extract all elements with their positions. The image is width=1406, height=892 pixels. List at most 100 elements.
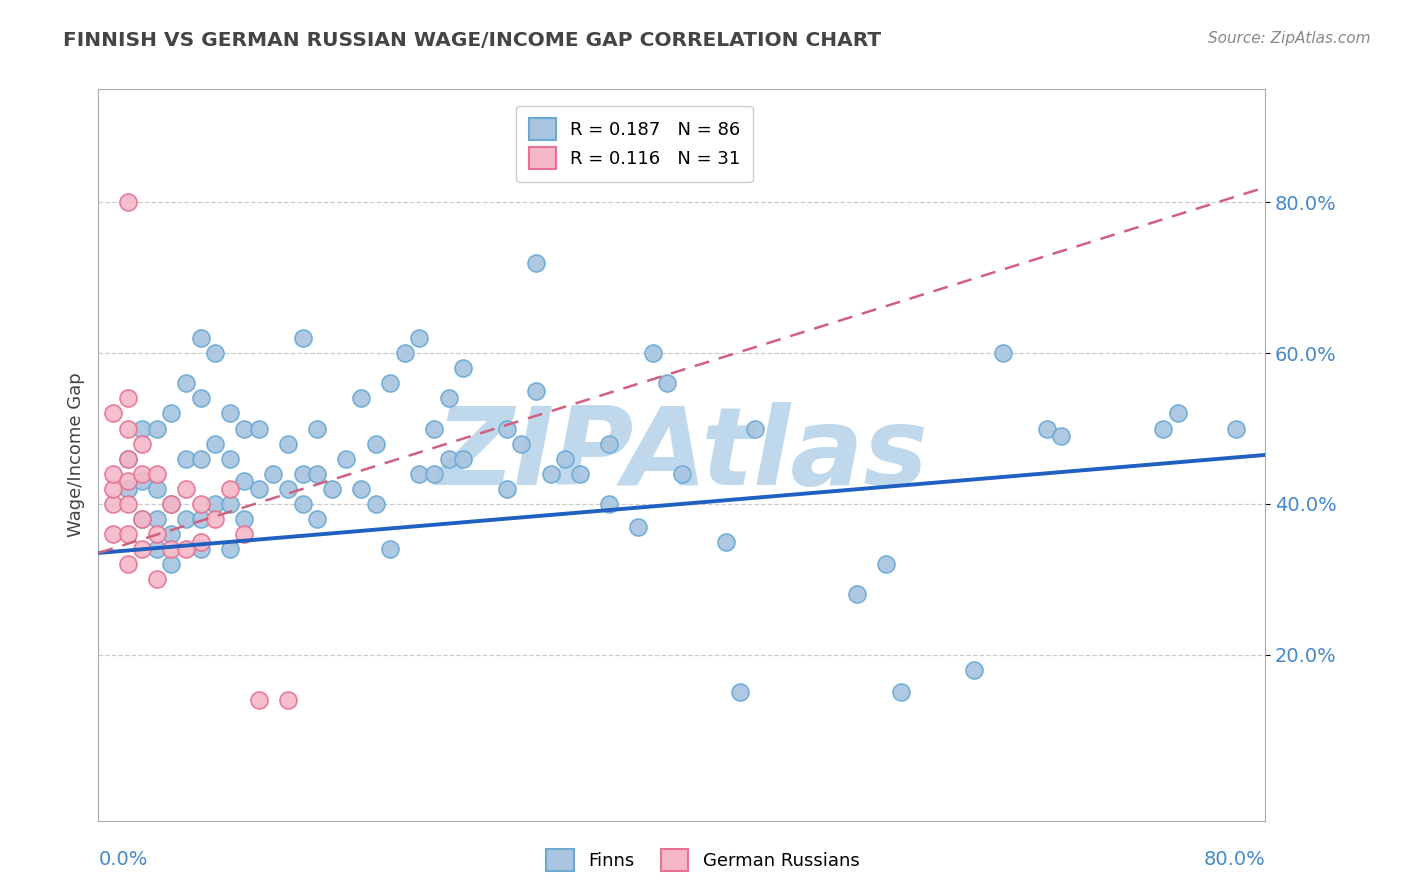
Point xyxy=(204,497,226,511)
Point xyxy=(160,497,183,511)
Point xyxy=(496,421,519,435)
Point xyxy=(277,482,299,496)
Point xyxy=(321,482,343,496)
Point xyxy=(1050,429,1073,443)
Point xyxy=(117,195,139,210)
Text: FINNISH VS GERMAN RUSSIAN WAGE/INCOME GAP CORRELATION CHART: FINNISH VS GERMAN RUSSIAN WAGE/INCOME GA… xyxy=(63,31,882,50)
Point xyxy=(146,467,169,481)
Point xyxy=(160,558,183,572)
Point xyxy=(962,663,984,677)
Point xyxy=(131,512,153,526)
Text: Source: ZipAtlas.com: Source: ZipAtlas.com xyxy=(1208,31,1371,46)
Point xyxy=(204,436,226,450)
Point xyxy=(117,475,139,489)
Text: ZIPAtlas: ZIPAtlas xyxy=(436,402,928,508)
Point xyxy=(1225,421,1247,435)
Point xyxy=(890,685,912,699)
Point xyxy=(131,467,153,481)
Point xyxy=(174,512,197,526)
Point xyxy=(190,534,212,549)
Point xyxy=(262,467,284,481)
Point xyxy=(307,421,329,435)
Point xyxy=(394,346,416,360)
Point xyxy=(408,331,430,345)
Y-axis label: Wage/Income Gap: Wage/Income Gap xyxy=(66,373,84,537)
Point xyxy=(364,497,387,511)
Point xyxy=(408,467,430,481)
Point xyxy=(117,451,139,466)
Point xyxy=(190,497,212,511)
Point xyxy=(307,467,329,481)
Point xyxy=(423,467,446,481)
Point xyxy=(247,421,270,435)
Point xyxy=(160,542,183,557)
Point xyxy=(598,497,620,511)
Point xyxy=(117,421,139,435)
Point xyxy=(350,482,373,496)
Point xyxy=(714,534,737,549)
Point xyxy=(291,467,314,481)
Point xyxy=(160,497,183,511)
Point xyxy=(174,482,197,496)
Point xyxy=(291,497,314,511)
Point xyxy=(540,467,562,481)
Point xyxy=(1035,421,1057,435)
Point xyxy=(307,512,329,526)
Point xyxy=(451,451,474,466)
Point xyxy=(101,407,124,421)
Point xyxy=(190,392,212,406)
Point xyxy=(146,482,169,496)
Point xyxy=(451,361,474,376)
Point xyxy=(233,421,256,435)
Point xyxy=(641,346,664,360)
Point xyxy=(991,346,1014,360)
Point xyxy=(423,421,446,435)
Point xyxy=(218,451,240,466)
Point xyxy=(364,436,387,450)
Point xyxy=(101,497,124,511)
Point xyxy=(247,693,270,707)
Point xyxy=(218,407,240,421)
Point xyxy=(131,542,153,557)
Point xyxy=(131,421,153,435)
Point xyxy=(510,436,533,450)
Point xyxy=(146,572,169,586)
Point xyxy=(117,497,139,511)
Point xyxy=(218,497,240,511)
Point xyxy=(131,512,153,526)
Text: 80.0%: 80.0% xyxy=(1204,850,1265,869)
Point xyxy=(204,512,226,526)
Point xyxy=(146,512,169,526)
Point xyxy=(160,527,183,541)
Point xyxy=(277,436,299,450)
Point xyxy=(437,451,460,466)
Point xyxy=(233,512,256,526)
Point xyxy=(117,527,139,541)
Point xyxy=(350,392,373,406)
Point xyxy=(117,558,139,572)
Point xyxy=(524,255,547,269)
Point xyxy=(117,482,139,496)
Point xyxy=(160,407,183,421)
Point xyxy=(496,482,519,496)
Point xyxy=(101,527,124,541)
Point xyxy=(598,436,620,450)
Point xyxy=(101,482,124,496)
Point xyxy=(204,346,226,360)
Text: 0.0%: 0.0% xyxy=(98,850,148,869)
Point xyxy=(218,542,240,557)
Point xyxy=(291,331,314,345)
Point xyxy=(335,451,357,466)
Point xyxy=(1152,421,1174,435)
Point xyxy=(233,475,256,489)
Point xyxy=(380,376,402,391)
Point xyxy=(131,475,153,489)
Point xyxy=(380,542,402,557)
Point xyxy=(627,519,650,533)
Legend: R = 0.187   N = 86, R = 0.116   N = 31: R = 0.187 N = 86, R = 0.116 N = 31 xyxy=(516,105,754,182)
Point xyxy=(190,512,212,526)
Point xyxy=(174,376,197,391)
Point xyxy=(131,436,153,450)
Point xyxy=(875,558,897,572)
Point xyxy=(846,587,869,601)
